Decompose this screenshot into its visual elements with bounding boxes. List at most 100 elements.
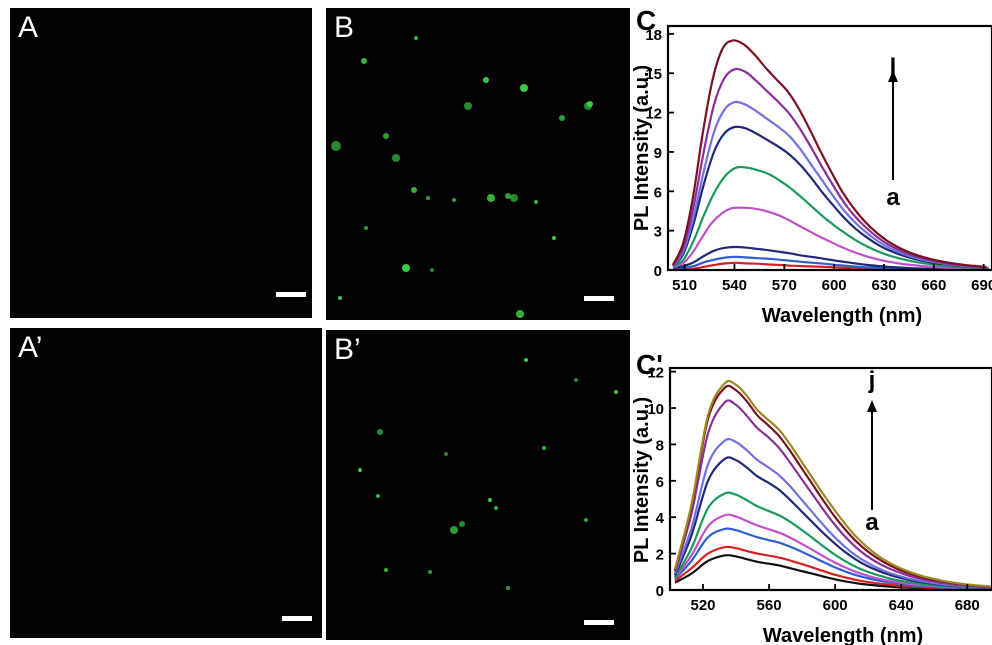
fluorescent-spots-b-prime xyxy=(358,358,618,590)
x-tick-label: 570 xyxy=(772,277,797,294)
fluorescent-spot xyxy=(510,194,518,202)
fluorescent-spot xyxy=(452,198,456,202)
series-line xyxy=(672,125,988,269)
fluorescent-spot xyxy=(338,296,342,300)
y-tick-label: 9 xyxy=(654,145,662,162)
series-line xyxy=(671,39,986,268)
y-tick-label: 4 xyxy=(656,510,665,527)
fluorescent-spot xyxy=(414,36,418,40)
y-tick-label: 6 xyxy=(656,474,664,491)
micrograph-panel-b: B xyxy=(326,8,630,320)
scale-bar-a-prime xyxy=(282,616,312,621)
fluorescent-spot xyxy=(524,358,528,362)
panel-label-a: A xyxy=(18,11,39,44)
y-tick-label: 0 xyxy=(656,583,664,600)
fluorescent-spot xyxy=(331,141,341,151)
micrograph-panel-a-prime: A’ xyxy=(10,328,322,638)
fluorescent-spot xyxy=(559,115,565,121)
fluorescent-spot xyxy=(487,194,495,202)
fluorescent-spot xyxy=(574,378,578,382)
series-group xyxy=(671,39,990,270)
y-tick-label: 18 xyxy=(645,27,662,44)
spectra-chart-c: 0 3 6 9 12 15 18 510 540 570 600 630 660 690 Wavelengt… xyxy=(631,5,992,327)
plot-frame xyxy=(668,366,992,592)
y-tick-label: 10 xyxy=(647,401,664,418)
fluorescent-spot xyxy=(392,154,400,162)
x-tick-label: 600 xyxy=(822,277,847,294)
fluorescent-spot xyxy=(488,498,492,502)
x-tick-label: 560 xyxy=(757,597,782,614)
fluorescent-spot xyxy=(376,494,380,498)
arrow-top-label: j xyxy=(868,367,876,394)
panel-label-b-prime: B’ xyxy=(334,333,361,366)
spectra-chart-c-prime: 0 2 4 6 8 10 12 520 560 600 640 680 Wavelength (nm) P… xyxy=(631,349,992,645)
fluorescent-spot xyxy=(459,521,465,527)
fluorescent-spot xyxy=(494,506,498,510)
plot-frame xyxy=(666,24,992,272)
panel-label-c: C xyxy=(636,5,656,36)
series-line xyxy=(672,206,984,270)
arrow-icon xyxy=(888,70,898,180)
fluorescent-spot xyxy=(506,586,510,590)
arrow-top-label: l xyxy=(890,54,897,81)
scale-bar-b-prime xyxy=(584,620,614,625)
y-axis-label: PL Intensity (a.u.) xyxy=(631,65,653,231)
series-line xyxy=(672,165,990,270)
y-tick-label: 12 xyxy=(645,106,662,123)
x-axis-label: Wavelength (nm) xyxy=(763,625,923,645)
fluorescent-spot xyxy=(542,446,546,450)
series-line xyxy=(672,245,990,270)
y-tick-label: 0 xyxy=(654,263,662,280)
y-tick-label: 8 xyxy=(656,437,664,454)
series-line xyxy=(673,379,992,588)
fluorescent-spot xyxy=(426,196,430,200)
fluorescent-spots-b xyxy=(331,36,593,318)
fluorescent-spot xyxy=(444,452,448,456)
y-tick-label: 15 xyxy=(645,66,662,83)
micrograph-panel-a: A xyxy=(10,8,312,318)
fluorescent-spot xyxy=(520,84,528,92)
panel-label-c-prime: C' xyxy=(636,349,663,380)
x-tick-label: 510 xyxy=(672,277,697,294)
fluorescent-spot xyxy=(384,568,388,572)
x-tick-label: 680 xyxy=(955,597,980,614)
y-tick-label: 6 xyxy=(654,184,662,201)
x-tick-label: 690 xyxy=(971,277,992,294)
fluorescent-spot xyxy=(361,58,367,64)
scale-bar-b xyxy=(584,296,614,301)
fluorescent-spot xyxy=(587,101,593,107)
fluorescent-spot xyxy=(483,77,489,83)
x-tick-label: 600 xyxy=(823,597,848,614)
y-tick-label: 3 xyxy=(654,224,662,241)
x-tick-label: 640 xyxy=(889,597,914,614)
fluorescent-spot xyxy=(505,193,511,199)
fluorescent-spot xyxy=(402,264,410,272)
arrow-bottom-label: a xyxy=(865,509,879,536)
y-tick-label: 2 xyxy=(656,547,664,564)
fluorescent-spot xyxy=(358,468,362,472)
fluorescent-spot xyxy=(430,268,434,272)
y-tick-label: 12 xyxy=(647,365,664,382)
arrow-icon xyxy=(867,400,877,510)
fluorescent-spot xyxy=(377,429,383,435)
series-line xyxy=(673,384,992,589)
fluorescent-spot xyxy=(428,570,432,574)
fluorescent-spot xyxy=(464,102,472,110)
micrograph-panel-b-prime: B’ xyxy=(326,330,630,640)
scale-bar-a xyxy=(276,292,306,297)
x-tick-label: 660 xyxy=(921,277,946,294)
x-axis-label: Wavelength (nm) xyxy=(762,305,922,327)
panel-label-a-prime: A’ xyxy=(18,331,43,364)
fluorescent-spot xyxy=(516,310,524,318)
x-tick-label: 520 xyxy=(691,597,716,614)
fluorescent-spot xyxy=(383,133,389,139)
fluorescent-spot xyxy=(614,390,618,394)
fluorescent-spot xyxy=(584,518,588,522)
panel-label-b: B xyxy=(334,11,355,44)
fluorescent-spot xyxy=(364,226,368,230)
x-tick-label: 540 xyxy=(722,277,747,294)
series-line xyxy=(672,67,988,269)
fluorescent-spot xyxy=(411,187,417,193)
fluorescent-spot xyxy=(552,236,556,240)
